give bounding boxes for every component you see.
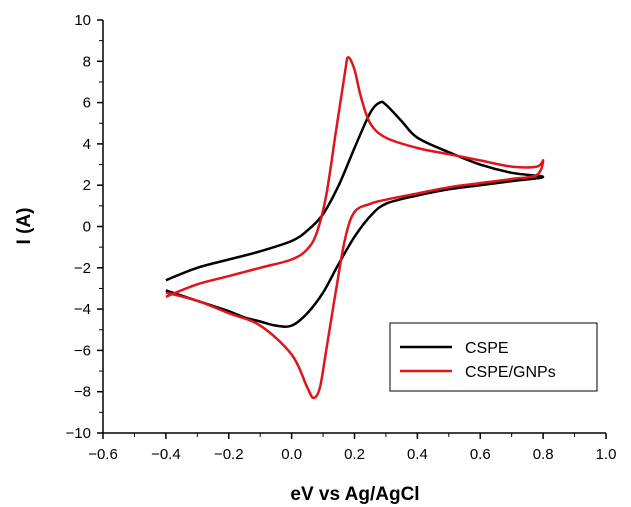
y-axis-ticks: −10 −8 −6 −4 −2 0 2 4 6 8 10: [66, 12, 103, 442]
x-axis-ticks: −0.6 −0.4 −0.2 0.0 0.2 0.4 0.6 0.8 1.0: [88, 433, 616, 463]
y-tick-label: 4: [83, 136, 91, 153]
x-tick-label: 0.8: [533, 446, 554, 463]
y-tick-label: 8: [83, 53, 91, 70]
legend: CSPE CSPE/GNPs: [389, 322, 598, 392]
x-tick-label: 0.6: [470, 446, 491, 463]
y-tick-label: 6: [83, 95, 91, 112]
x-tick-label: 0.2: [344, 446, 365, 463]
y-tick-label: 0: [83, 219, 91, 236]
y-tick-label: 2: [83, 177, 91, 194]
x-tick-label: 0.4: [407, 446, 428, 463]
y-tick-label: −8: [74, 384, 91, 401]
x-tick-label: −0.2: [214, 446, 244, 463]
series-layer: [165, 55, 545, 400]
series-line-cspe-gnps: [165, 55, 545, 400]
y-tick-label: −4: [74, 301, 91, 318]
y-axis-title: I (A): [14, 208, 35, 245]
x-tick-label: −0.4: [151, 446, 181, 463]
legend-label-cspe-gnps: CSPE/GNPs: [465, 364, 556, 381]
legend-label-cspe: CSPE: [465, 340, 509, 357]
x-axis-title: eV vs Ag/AgCl: [290, 484, 419, 505]
y-tick-label: 10: [74, 12, 91, 29]
x-tick-label: −0.6: [88, 446, 118, 463]
y-tick-label: −6: [74, 342, 91, 359]
x-tick-label: 0.0: [281, 446, 302, 463]
legend-box: [389, 322, 598, 392]
y-tick-label: −10: [66, 425, 91, 442]
x-tick-label: 1.0: [596, 446, 617, 463]
y-tick-label: −2: [74, 260, 91, 277]
